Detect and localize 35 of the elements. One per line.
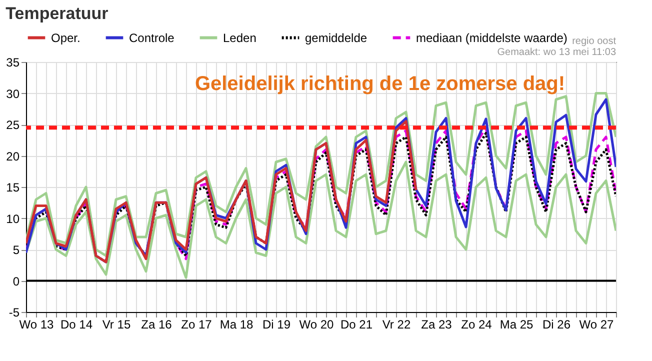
x-tick-label: Di 26 bbox=[542, 318, 571, 332]
x-tick-label: Za 23 bbox=[421, 318, 452, 332]
y-tick-label: 20 bbox=[6, 149, 20, 164]
x-tick-label: Di 19 bbox=[262, 318, 291, 332]
x-tick-label: Do 14 bbox=[60, 318, 93, 332]
x-tick-label: Ma 18 bbox=[220, 318, 254, 332]
x-tick-label: Wo 20 bbox=[299, 318, 334, 332]
legend-label: gemiddelde bbox=[305, 30, 368, 45]
annotation: Geleidelijk richting de 1e zomerse dag! bbox=[194, 73, 566, 95]
x-tick-label: Do 21 bbox=[340, 318, 373, 332]
chart-title: Temperatuur bbox=[6, 4, 109, 23]
legend-label: mediaan (middelste waarde) bbox=[416, 30, 568, 45]
x-tick-label: Wo 13 bbox=[19, 318, 54, 332]
y-tick-label: 25 bbox=[6, 118, 20, 132]
x-tick-label: Zo 24 bbox=[461, 318, 492, 332]
x-tick-label: Vr 22 bbox=[382, 318, 411, 332]
y-tick-label: 15 bbox=[6, 180, 20, 194]
x-tick-label: Zo 17 bbox=[181, 318, 212, 332]
line-series bbox=[26, 160, 616, 279]
x-tick-label: Za 16 bbox=[141, 318, 172, 332]
text: regio oost bbox=[572, 36, 616, 47]
line-series bbox=[26, 120, 418, 264]
x-tick-label: Wo 27 bbox=[579, 318, 614, 332]
y-tick-label: 0 bbox=[12, 274, 20, 288]
y-tick-label: -5 bbox=[8, 306, 20, 320]
y-tick-label: 35 bbox=[6, 56, 20, 70]
text: Gemaakt: wo 13 mei 11:03 bbox=[497, 47, 616, 58]
legend-label: Leden bbox=[223, 30, 256, 45]
y-tick-label: 5 bbox=[12, 243, 20, 257]
x-tick-label: Vr 15 bbox=[102, 318, 131, 332]
legend-label: Oper. bbox=[51, 30, 80, 45]
x-tick-label: Ma 25 bbox=[500, 318, 534, 332]
legend-label: Controle bbox=[129, 30, 175, 45]
y-tick-label: 30 bbox=[6, 86, 20, 101]
y-tick-label: 10 bbox=[6, 212, 20, 226]
